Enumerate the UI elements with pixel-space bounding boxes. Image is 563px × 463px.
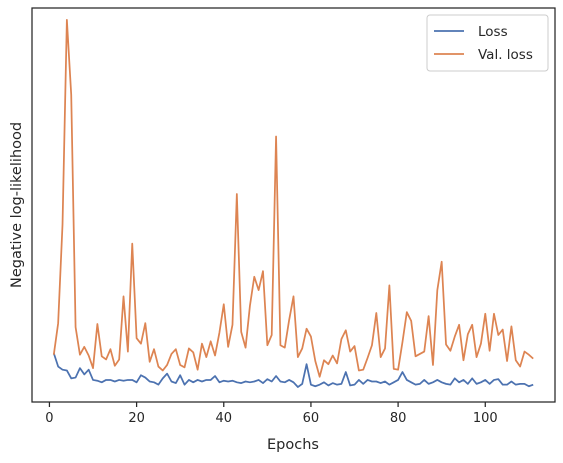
legend-box [426, 14, 549, 72]
x-tick-label: 80 [390, 411, 407, 426]
legend-label-val-loss: Val. loss [478, 47, 533, 63]
legend: Loss Val. loss [426, 14, 549, 72]
series-layer [52, 18, 534, 388]
x-axis-label: Epochs [267, 437, 319, 453]
x-ticks: 0 20 40 60 80 100 [45, 402, 498, 426]
x-tick-label: 60 [303, 411, 320, 426]
series-line-1 [52, 18, 534, 378]
series-line-0 [52, 352, 534, 388]
x-tick-label: 0 [45, 411, 53, 426]
x-tick-label: 20 [128, 411, 145, 426]
legend-label-loss: Loss [478, 24, 508, 40]
x-tick-label: 100 [473, 411, 498, 426]
plot-frame [31, 7, 556, 403]
x-tick-label: 40 [215, 411, 232, 426]
y-axis-label: Negative log-likelihood [9, 122, 25, 288]
